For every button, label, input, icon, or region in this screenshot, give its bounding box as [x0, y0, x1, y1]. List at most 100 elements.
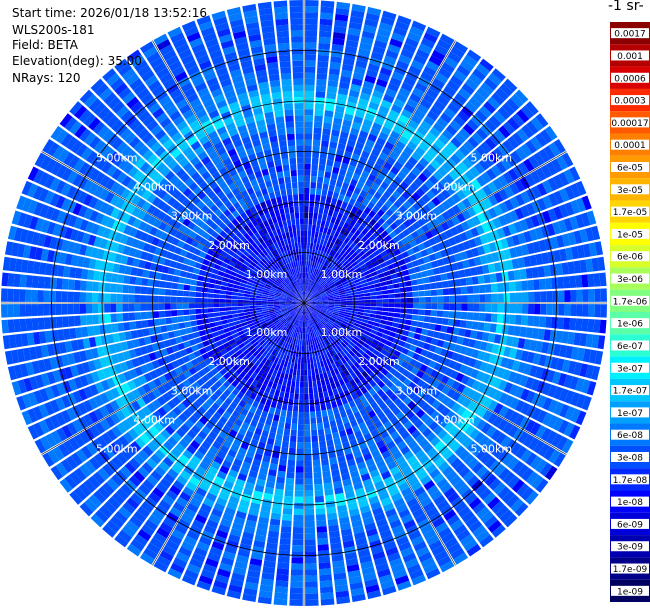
range-gate — [417, 217, 426, 227]
range-gate — [416, 398, 427, 408]
range-gate — [550, 356, 559, 370]
range-gate — [460, 375, 470, 385]
range-gate — [388, 251, 396, 259]
range-gate — [307, 260, 311, 268]
range-gate — [256, 309, 263, 313]
range-gate — [325, 261, 331, 268]
range-gate — [275, 322, 282, 328]
range-gate — [467, 294, 474, 303]
range-gate — [537, 266, 545, 278]
range-gate — [405, 364, 414, 372]
range-gate — [369, 218, 377, 227]
range-gate — [350, 513, 362, 523]
range-gate — [496, 282, 504, 293]
range-gate — [214, 371, 223, 380]
range-gate — [509, 347, 518, 359]
range-gate — [333, 297, 341, 300]
range-gate — [204, 471, 216, 481]
range-gate — [477, 245, 486, 256]
range-gate — [320, 334, 326, 341]
range-gate — [383, 540, 397, 551]
range-gate — [268, 310, 276, 315]
range-gate — [274, 408, 281, 416]
range-gate — [484, 474, 497, 487]
range-gate — [100, 335, 109, 346]
range-gate — [319, 279, 325, 285]
range-gate — [219, 307, 226, 312]
range-gate — [324, 110, 334, 118]
range-gate — [507, 117, 520, 131]
range-gate — [306, 320, 309, 327]
range-gate — [271, 348, 277, 356]
range-gate — [398, 481, 410, 492]
range-gate — [553, 452, 566, 468]
range-gate — [134, 347, 143, 357]
range-gate — [546, 290, 553, 303]
range-gate — [597, 335, 606, 350]
range-gate — [183, 465, 195, 476]
range-gate — [433, 100, 446, 112]
range-gate — [400, 430, 411, 440]
range-gate — [211, 585, 226, 596]
range-gate — [42, 452, 55, 468]
range-gate — [278, 324, 284, 330]
range-gate — [333, 437, 342, 446]
range-gate — [28, 246, 38, 260]
range-gate — [501, 102, 515, 116]
range-gate — [343, 389, 351, 397]
range-gate — [156, 527, 170, 539]
range-gate — [286, 296, 293, 300]
range-gate — [92, 314, 100, 325]
range-gate — [220, 556, 234, 567]
range-gate — [212, 251, 220, 259]
range-gate — [453, 552, 469, 565]
range-gate — [503, 78, 518, 93]
range-gate — [257, 362, 265, 369]
range-gate — [219, 311, 227, 316]
range-gate — [115, 397, 126, 409]
range-gate — [219, 465, 230, 475]
range-gate — [334, 584, 349, 593]
range-gate — [350, 9, 365, 19]
range-gate — [314, 308, 321, 313]
range-gate — [323, 421, 330, 429]
range-gate — [230, 329, 238, 335]
range-gate — [223, 372, 231, 380]
range-gate — [297, 314, 301, 321]
range-gate — [581, 212, 591, 227]
range-gate — [350, 419, 358, 428]
range-gate — [250, 364, 258, 372]
range-gate — [298, 301, 304, 303]
range-gate — [473, 294, 480, 303]
range-gate — [317, 342, 322, 350]
range-gate — [260, 461, 270, 469]
range-gate — [594, 288, 601, 302]
range-gate — [391, 32, 406, 43]
range-gate — [444, 173, 455, 185]
range-gate — [385, 217, 394, 226]
range-gate — [274, 306, 281, 310]
range-gate — [298, 303, 304, 305]
range-gate — [328, 249, 335, 256]
range-gate — [393, 98, 405, 109]
range-gate — [106, 334, 115, 344]
range-gate — [288, 317, 294, 323]
range-gate — [153, 560, 169, 573]
range-gate — [383, 176, 393, 185]
range-gate — [535, 253, 544, 266]
range-gate — [138, 483, 151, 496]
range-gate — [348, 575, 363, 585]
range-gate — [453, 319, 461, 328]
range-gate — [328, 271, 334, 278]
range-gate — [159, 318, 167, 326]
range-gate — [314, 495, 325, 503]
range-gate — [364, 299, 371, 303]
range-gate — [160, 348, 169, 357]
range-gate — [293, 319, 297, 326]
range-gate — [524, 217, 535, 230]
range-gate — [44, 417, 56, 432]
range-gate — [417, 284, 425, 291]
range-gate — [94, 395, 104, 407]
range-gate — [541, 382, 552, 396]
range-gate — [162, 456, 174, 468]
